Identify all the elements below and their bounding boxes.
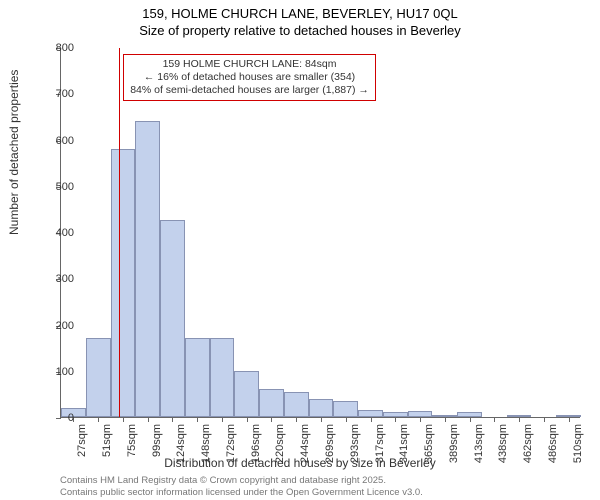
histogram-bar [86,338,111,417]
xtick-label: 438sqm [497,424,509,463]
xtick-mark [569,417,570,422]
xtick-mark [148,417,149,422]
xtick-label: 124sqm [175,424,187,463]
xtick-mark [494,417,495,422]
xtick-label: 220sqm [274,424,286,463]
ytick-label: 0 [68,412,74,424]
property-marker-line [119,48,120,417]
histogram-bar [358,410,383,417]
xtick-label: 269sqm [324,424,336,463]
xtick-mark [420,417,421,422]
ytick-label: 600 [56,135,74,147]
histogram-bar [259,389,284,417]
xtick-mark [197,417,198,422]
annotation-line: ← 16% of detached houses are smaller (35… [130,71,369,84]
xtick-mark [346,417,347,422]
xtick-mark [544,417,545,422]
xtick-mark [296,417,297,422]
xtick-label: 510sqm [572,424,584,463]
histogram-chart: 159, HOLME CHURCH LANE, BEVERLEY, HU17 0… [0,0,600,500]
xtick-label: 51sqm [101,424,113,457]
histogram-bar [185,338,210,417]
ytick-label: 400 [56,227,74,239]
xtick-label: 413sqm [473,424,485,463]
xtick-mark [222,417,223,422]
xtick-label: 148sqm [200,424,212,463]
ytick-label: 300 [56,273,74,285]
histogram-bar [333,401,358,417]
title-line-2: Size of property relative to detached ho… [0,23,600,40]
histogram-bar [210,338,235,417]
ytick-label: 700 [56,88,74,100]
xtick-label: 462sqm [522,424,534,463]
chart-title: 159, HOLME CHURCH LANE, BEVERLEY, HU17 0… [0,0,600,40]
xtick-mark [247,417,248,422]
xtick-label: 365sqm [423,424,435,463]
xtick-label: 341sqm [398,424,410,463]
annotation-box: 159 HOLME CHURCH LANE: 84sqm← 16% of det… [123,54,376,101]
xtick-mark [519,417,520,422]
histogram-bar [309,399,334,418]
xtick-label: 27sqm [76,424,88,457]
xtick-label: 75sqm [126,424,138,457]
annotation-line: 159 HOLME CHURCH LANE: 84sqm [130,58,369,71]
xtick-mark [445,417,446,422]
title-line-1: 159, HOLME CHURCH LANE, BEVERLEY, HU17 0… [0,6,600,23]
footer-line-2: Contains public sector information licen… [60,487,423,498]
xtick-label: 293sqm [349,424,361,463]
ytick-mark [56,418,61,419]
xtick-mark [395,417,396,422]
histogram-bar [160,220,185,417]
xtick-mark [470,417,471,422]
xtick-label: 389sqm [448,424,460,463]
footer-line-1: Contains HM Land Registry data © Crown c… [60,475,423,486]
xtick-label: 317sqm [374,424,386,463]
plot-area: 159 HOLME CHURCH LANE: 84sqm← 16% of det… [60,48,580,418]
histogram-bar [284,392,309,417]
histogram-bar [111,149,136,417]
xtick-label: 486sqm [547,424,559,463]
histogram-bar [135,121,160,417]
xtick-mark [371,417,372,422]
annotation-line: 84% of semi-detached houses are larger (… [130,84,369,97]
footer-attribution: Contains HM Land Registry data © Crown c… [60,475,423,498]
xtick-label: 99sqm [151,424,163,457]
xtick-mark [123,417,124,422]
ytick-label: 800 [56,42,74,54]
xtick-mark [172,417,173,422]
y-axis-label: Number of detached properties [7,70,21,235]
xtick-label: 196sqm [250,424,262,463]
ytick-label: 200 [56,320,74,332]
xtick-mark [271,417,272,422]
ytick-label: 500 [56,181,74,193]
xtick-label: 244sqm [299,424,311,463]
ytick-label: 100 [56,366,74,378]
histogram-bar [234,371,259,417]
xtick-mark [321,417,322,422]
xtick-mark [98,417,99,422]
xtick-label: 172sqm [225,424,237,463]
